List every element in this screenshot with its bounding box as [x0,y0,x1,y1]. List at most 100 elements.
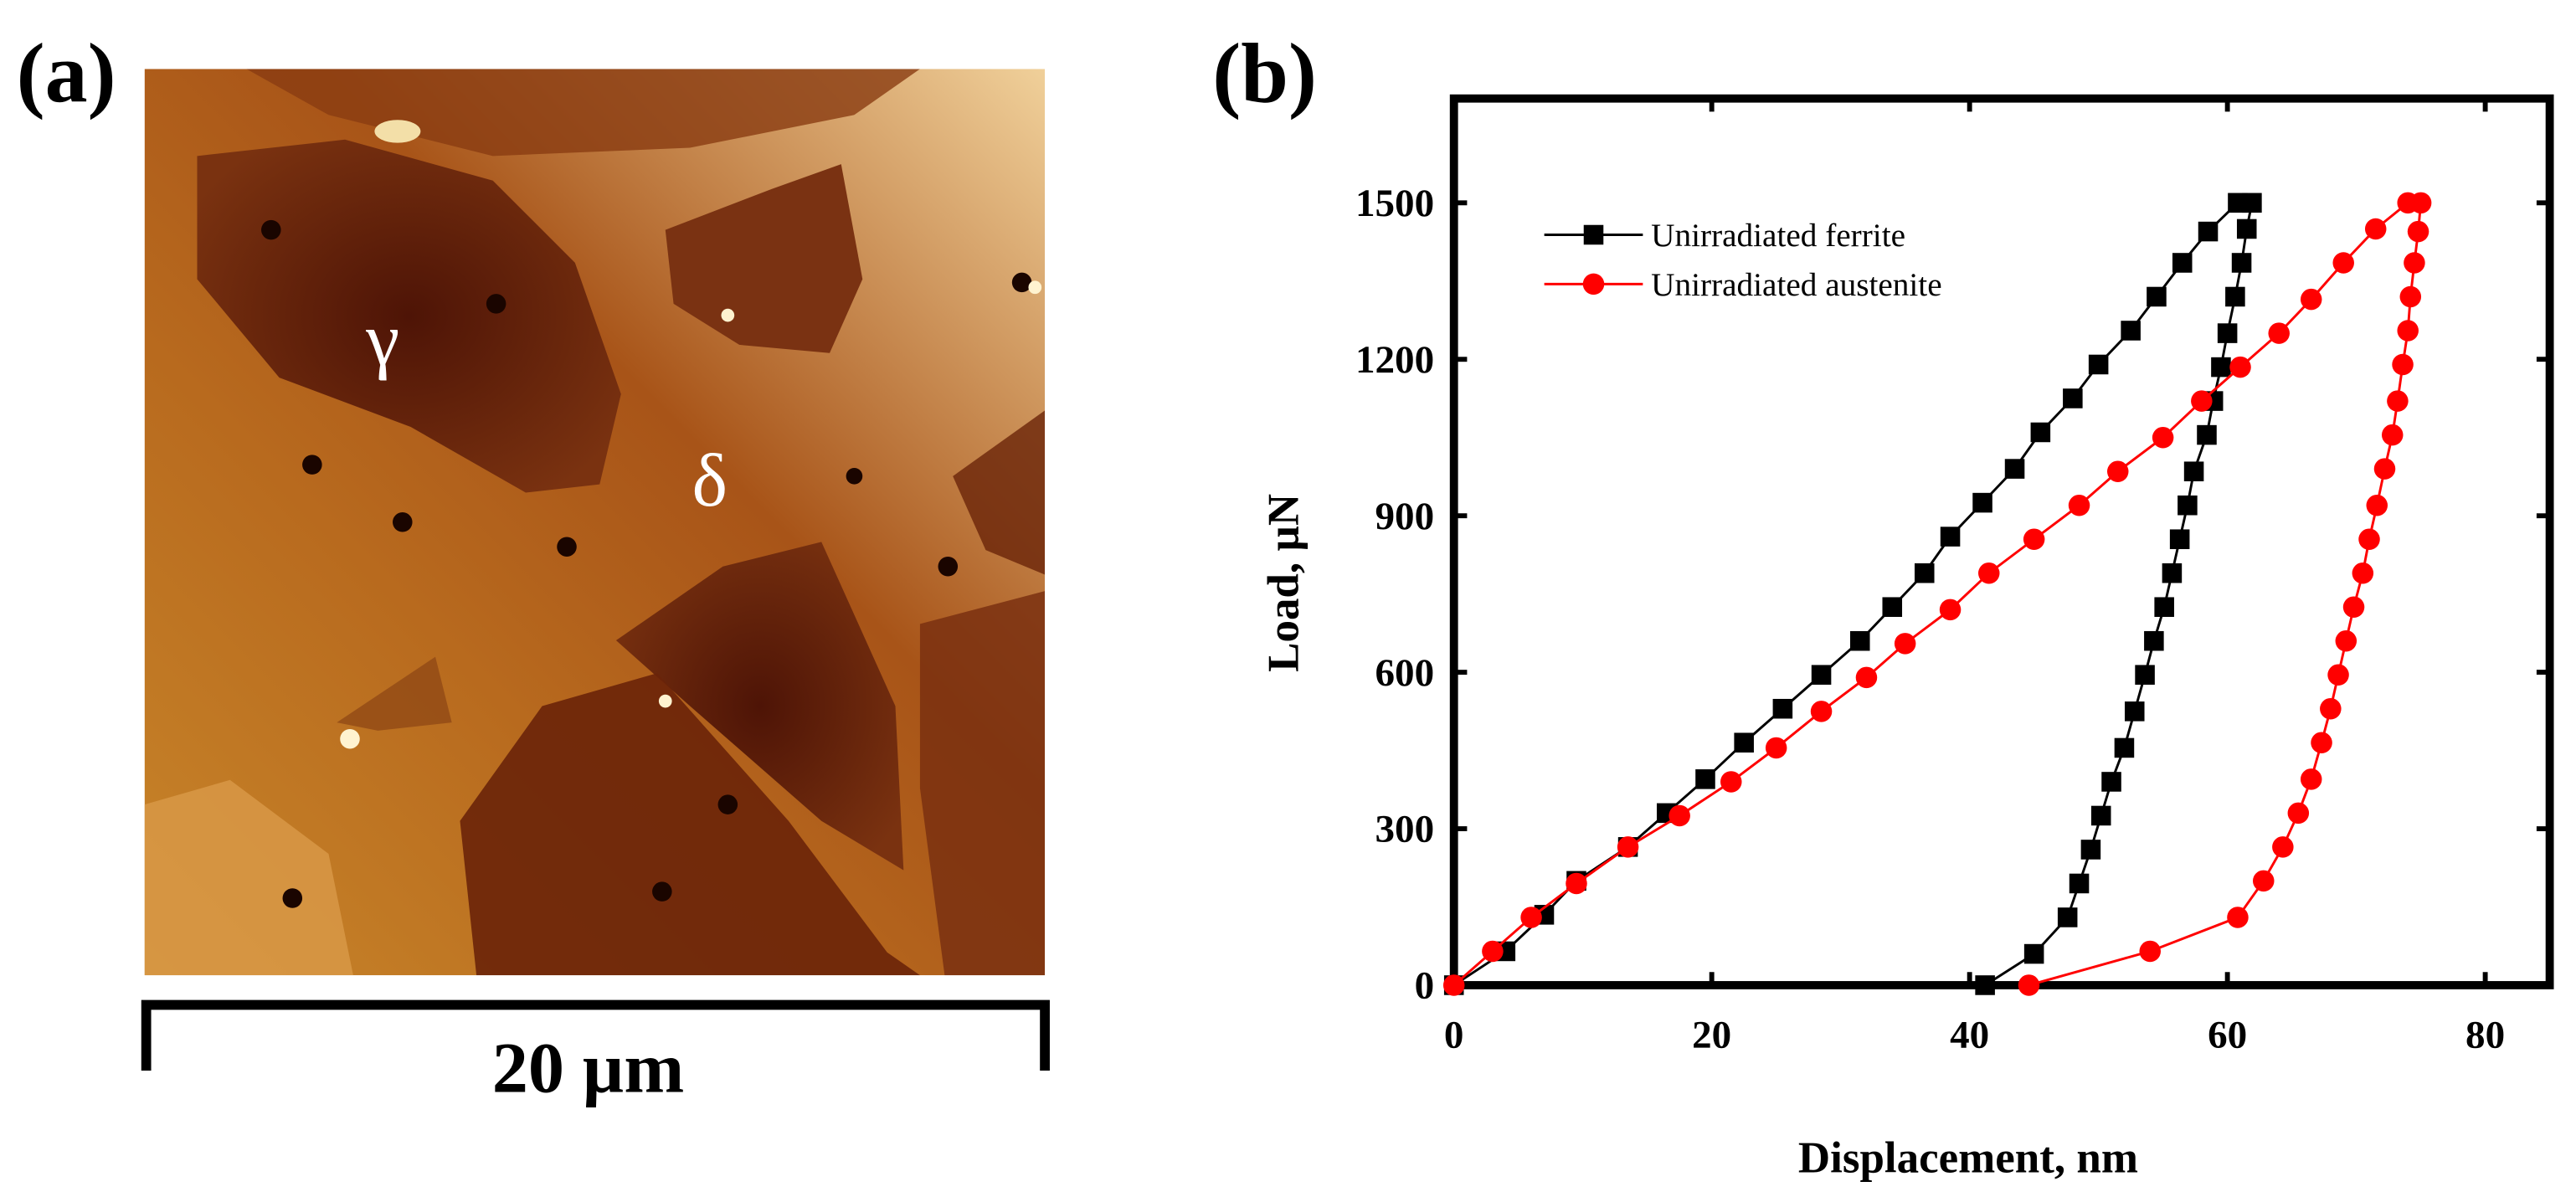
data-point [2121,321,2141,341]
data-point [1939,598,1962,621]
afm-image [144,69,1046,976]
data-point [2090,805,2111,826]
x-tick-label: 40 [1950,1014,1989,1057]
x-tick-label: 0 [1444,1014,1464,1057]
data-point [2225,286,2245,307]
data-point [1811,665,1832,685]
data-point [2217,323,2238,343]
data-point [2268,322,2290,344]
data-point [2335,629,2357,652]
legend-marker [1582,273,1605,295]
panel-label: (a) [17,27,116,121]
y-tick-label: 1500 [1355,182,1434,225]
data-point [2272,836,2294,858]
series-line [1453,201,2423,987]
phase-label: δ [692,439,728,522]
data-point [2124,701,2145,722]
data-point [2106,460,2129,482]
data-point [2392,353,2414,376]
data-point [2063,388,2083,408]
data-point [2114,737,2135,758]
data-point [2147,286,2167,307]
data-point [2023,943,2044,964]
data-point [2154,597,2174,617]
data-point [1882,597,1903,617]
data-point [2211,357,2231,378]
data-point [2407,220,2429,243]
data-point [2358,528,2380,550]
y-tick-label: 600 [1375,651,1435,695]
data-point [2332,252,2354,274]
data-point [1734,732,1754,753]
data-point [1855,666,1878,689]
data-point [1442,974,1465,996]
data-point [2373,458,2396,480]
scale-bar-label: 20 µm [492,1027,685,1107]
data-point [2236,218,2257,239]
data-point [2381,424,2404,446]
data-point [2287,802,2310,825]
data-point [2366,494,2388,516]
data-point [2088,354,2109,375]
data-point [1695,769,1715,789]
phase-label: γ [365,297,399,381]
data-point [2178,495,2198,516]
data-point [1566,872,1587,895]
data-point [2300,288,2322,311]
data-point [2152,426,2174,449]
data-point [1849,630,1870,651]
data-point [2004,459,2025,479]
data-point [1520,907,1542,928]
scale-bar [141,999,1050,1071]
data-point [1914,563,1935,583]
data-point [2229,356,2251,378]
data-point [2364,218,2387,240]
y-tick-label: 900 [1375,495,1435,538]
data-point [1940,527,1961,547]
y-tick-label: 0 [1415,964,1435,1008]
data-point [2069,873,2090,894]
data-point [2023,528,2045,550]
data-point [2327,664,2349,686]
data-point [2397,320,2419,342]
legend-label: Unirradiated ferrite [1651,218,1905,254]
data-point [2231,253,2252,273]
data-point [2144,630,2164,651]
data-point [2300,768,2322,790]
data-point [1482,940,1504,963]
plot-frame [1449,94,2554,989]
y-tick-label: 1200 [1355,338,1434,382]
data-point [2227,907,2249,928]
data-point [2068,494,2090,516]
data-point [2101,772,2121,792]
data-point [2242,193,2262,213]
data-point [2191,390,2213,412]
data-point [2342,596,2365,618]
data-point [2183,461,2204,481]
data-point [2352,562,2374,584]
data-point [2197,424,2217,445]
data-point [2172,253,2193,273]
x-tick-label: 80 [2465,1014,2505,1057]
data-point [2169,529,2190,549]
data-point [2080,840,2101,860]
data-point [2311,732,2332,753]
data-point [1720,771,1742,793]
data-point [1977,562,2000,584]
x-tick-label: 20 [1692,1014,1731,1057]
legend-marker [1583,224,1604,245]
data-point [1772,698,1793,719]
data-point [2198,221,2219,242]
data-point [2162,563,2183,583]
data-point [2030,422,2051,443]
data-point [1894,633,1916,655]
data-point [1972,492,1992,513]
data-point [2404,252,2425,274]
data-point [2320,697,2342,720]
legend-label: Unirradiated austenite [1651,267,1941,303]
data-point [2252,870,2275,892]
data-point [2135,665,2155,685]
data-point [2057,907,2078,927]
